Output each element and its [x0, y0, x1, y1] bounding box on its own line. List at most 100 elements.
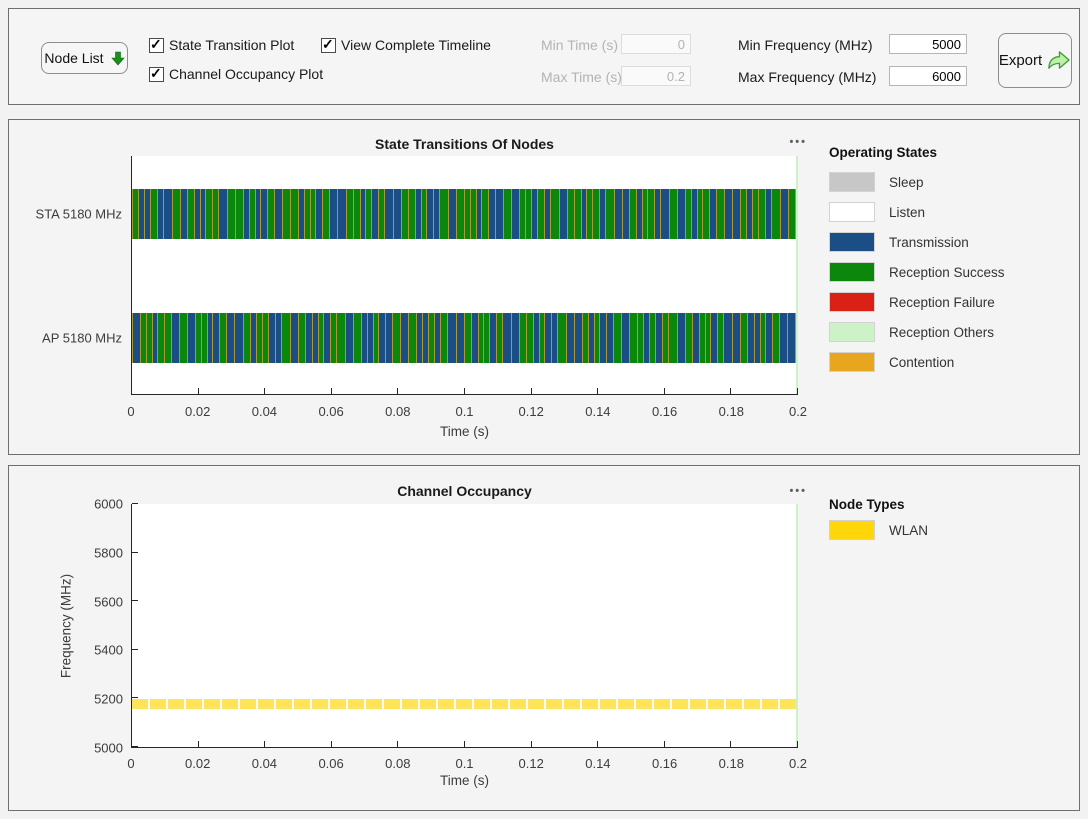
- transmission-segment: [710, 189, 717, 239]
- transmission-segment: [329, 189, 339, 239]
- legend-item: Reception Success: [829, 262, 1005, 282]
- state-plot-title: State Transitions Of Nodes: [375, 136, 554, 152]
- reception-success-segment: [705, 313, 711, 363]
- checkbox-icon[interactable]: [321, 36, 336, 53]
- legend-swatch: [829, 172, 875, 192]
- wlan-occupancy-band: [132, 699, 796, 709]
- transmission-segment: [476, 189, 483, 239]
- reception-success-segment: [753, 189, 759, 239]
- x-tick-label: 0.08: [385, 404, 411, 419]
- x-tick-label: 0.2: [788, 404, 808, 419]
- reception-success-segment: [140, 313, 147, 363]
- transmission-segment: [323, 313, 331, 363]
- transmission-segment: [581, 189, 588, 239]
- reception-success-segment: [697, 189, 704, 239]
- legend-swatch: [829, 232, 875, 252]
- reception-success-segment: [236, 189, 244, 239]
- axes-options-menu-icon[interactable]: •••: [789, 485, 807, 497]
- reception-success-segment: [558, 313, 568, 363]
- state-plot-x-axis-label: Time (s): [440, 424, 489, 439]
- x-tick-label: 0.06: [318, 756, 344, 771]
- reception-success-segment: [582, 313, 590, 363]
- checkbox-icon[interactable]: [149, 36, 164, 53]
- reception-success-segment: [716, 189, 726, 239]
- x-tick-label: 0: [127, 404, 135, 419]
- transmission-segment: [360, 189, 367, 239]
- transmission-segment: [600, 313, 608, 363]
- legend-label: Transmission: [889, 234, 969, 250]
- reception-success-segment: [180, 313, 189, 363]
- max-frequency-input[interactable]: [889, 66, 967, 86]
- x-tick-mark: [663, 741, 665, 747]
- reception-success-segment: [366, 189, 372, 239]
- reception-success-segment: [567, 189, 576, 239]
- min-frequency-input[interactable]: [889, 34, 967, 54]
- legend-item: Reception Failure: [829, 292, 995, 312]
- x-tick-mark: [730, 388, 732, 394]
- reception-success-segment: [354, 313, 362, 363]
- reception-success-segment: [760, 313, 767, 363]
- transmission-segment: [139, 189, 146, 239]
- transmission-segment: [747, 189, 754, 239]
- x-tick-mark: [197, 388, 199, 394]
- legend-label: Reception Success: [889, 264, 1005, 280]
- x-tick-label: 0.02: [185, 404, 211, 419]
- y-tick-mark: [132, 600, 138, 602]
- x-tick-mark: [397, 388, 399, 394]
- reception-success-segment: [409, 313, 417, 363]
- reception-success-segment: [392, 313, 402, 363]
- transmission-segment: [346, 313, 355, 363]
- reception-success-segment: [685, 313, 694, 363]
- x-tick-mark: [797, 741, 798, 747]
- transmission-segment: [614, 189, 623, 239]
- legend-item: Contention: [829, 352, 954, 372]
- x-tick-mark: [131, 388, 132, 394]
- x-tick-label: 0.12: [518, 404, 544, 419]
- transmission-segment: [489, 189, 496, 239]
- node-list-button[interactable]: Node List: [41, 42, 128, 74]
- transmission-segment: [180, 189, 189, 239]
- state-plot-x-tick-labels: 0 0.02 0.04 0.06 0.08 0.1 0.12 0.14 0.16 0.18 0.2: [127, 404, 807, 420]
- transmission-segment: [427, 189, 434, 239]
- reception-success-segment: [587, 189, 593, 239]
- node-types-legend-title: Node Types: [829, 497, 905, 512]
- y-tick-label: 5800: [94, 545, 123, 561]
- transmission-segment: [655, 313, 663, 363]
- x-tick-label: 0.1: [455, 404, 474, 419]
- axes-options-menu-icon[interactable]: •••: [789, 136, 807, 148]
- checkbox-state-transition-plot[interactable]: State Transition Plot: [149, 36, 294, 53]
- state-timeline-bar: [132, 189, 797, 239]
- reception-success-segment: [537, 189, 545, 239]
- transmission-segment: [251, 313, 258, 363]
- transmission-segment: [532, 189, 538, 239]
- green-down-arrow-icon: [110, 51, 125, 66]
- checkbox-icon[interactable]: [149, 65, 164, 82]
- legend-swatch: [829, 292, 875, 312]
- checkbox-view-complete-timeline[interactable]: View Complete Timeline: [321, 36, 491, 53]
- reception-success-segment: [220, 313, 227, 363]
- x-tick-label: 0.16: [651, 404, 678, 419]
- checkbox-channel-occupancy-plot[interactable]: Channel Occupancy Plot: [149, 65, 323, 82]
- reception-success-segment: [378, 189, 386, 239]
- reception-success-segment: [337, 313, 346, 363]
- transmission-segment: [434, 313, 442, 363]
- transmission-segment: [766, 313, 774, 363]
- min-time-input: [621, 34, 691, 54]
- reception-success-segment: [464, 313, 473, 363]
- transmission-segment: [533, 313, 540, 363]
- transmission-segment: [290, 313, 299, 363]
- toolbar-panel: Node List State Transition Plot Channel …: [8, 8, 1080, 105]
- y-tick-mark: [132, 746, 138, 747]
- reception-success-segment: [539, 313, 546, 363]
- reception-success-segment: [346, 189, 355, 239]
- x-tick-mark: [464, 388, 465, 394]
- transmission-segment: [261, 189, 269, 239]
- transmission-segment: [559, 189, 568, 239]
- reception-success-segment: [330, 313, 338, 363]
- reception-success-segment: [496, 313, 504, 363]
- axes-right-edge: [796, 156, 798, 394]
- export-button[interactable]: Export: [998, 33, 1072, 88]
- transmission-segment: [361, 313, 369, 363]
- reception-success-segment: [592, 189, 600, 239]
- transmission-segment: [379, 313, 387, 363]
